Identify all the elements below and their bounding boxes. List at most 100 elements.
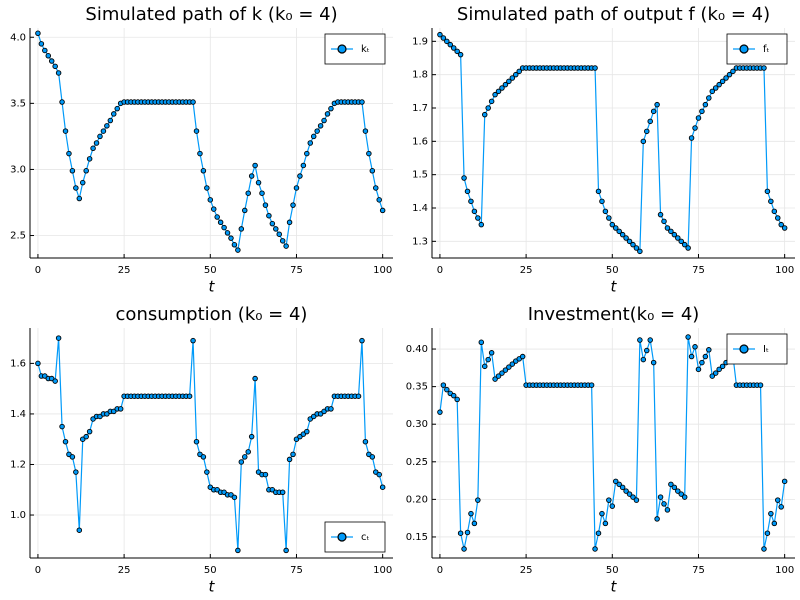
data-point <box>695 115 702 121</box>
data-point <box>97 133 103 140</box>
y-tick-label: 1.0 <box>10 510 26 521</box>
data-point <box>702 101 709 108</box>
data-point <box>771 208 778 215</box>
data-point <box>623 235 629 241</box>
data-point <box>290 202 296 208</box>
data-point <box>100 128 107 134</box>
data-point <box>595 188 602 195</box>
data-point <box>286 219 293 226</box>
data-point <box>475 497 481 503</box>
data-point <box>73 469 79 475</box>
plot-panel: 0 25 50 75 100 2.5 3.0 3.5 4.0 Simulated path of … <box>10 4 393 296</box>
x-tick-label: 25 <box>118 565 131 576</box>
data-point <box>688 353 695 360</box>
data-point <box>775 215 781 221</box>
data-point <box>359 99 365 105</box>
data-point <box>668 228 674 235</box>
data-point <box>379 207 386 214</box>
x-tick-label: 75 <box>692 565 705 576</box>
data-point <box>297 173 303 179</box>
data-point <box>706 347 712 353</box>
data-point <box>193 438 200 445</box>
data-point <box>630 494 636 500</box>
data-point <box>685 245 691 251</box>
plot-panel: 0 25 50 75 100 1.3 1.4 1.5 1.6 1.7 1.8 1.9 Simulated… <box>412 4 795 296</box>
data-point <box>492 376 498 382</box>
data-point <box>685 334 691 340</box>
data-point <box>200 168 207 174</box>
data-point <box>321 117 327 124</box>
data-point <box>468 510 474 517</box>
legend-marker <box>337 44 347 54</box>
data-point <box>440 382 447 388</box>
x-tick-label: 100 <box>775 265 794 276</box>
data-point <box>300 162 307 169</box>
y-tick-label: 0.30 <box>406 419 428 430</box>
data-point <box>654 516 660 522</box>
data-point <box>692 344 698 350</box>
data-point <box>362 128 369 134</box>
data-point <box>83 433 89 440</box>
data-point <box>592 546 598 552</box>
data-point <box>440 35 447 41</box>
data-point <box>709 373 716 379</box>
data-point <box>633 245 640 251</box>
data-point <box>757 382 764 388</box>
data-point <box>606 215 612 221</box>
data-point <box>231 242 238 248</box>
data-point <box>255 179 262 186</box>
data-point <box>623 488 629 494</box>
data-point <box>304 150 310 157</box>
data-point <box>376 197 382 203</box>
data-point <box>519 353 526 360</box>
data-point <box>93 140 100 146</box>
data-point <box>664 507 671 513</box>
data-point <box>437 409 443 415</box>
y-tick-label: 2.5 <box>10 231 26 242</box>
data-point <box>190 337 196 344</box>
data-point <box>286 456 293 463</box>
data-point <box>485 356 491 363</box>
data-point <box>190 99 196 105</box>
data-point <box>609 503 616 509</box>
data-point <box>657 494 664 500</box>
data-point <box>464 529 471 536</box>
data-point <box>248 433 255 440</box>
x-tick-label: 25 <box>520 265 533 276</box>
data-point <box>495 373 502 379</box>
data-point <box>117 406 124 412</box>
data-point <box>640 356 647 363</box>
data-point <box>69 168 76 174</box>
data-point <box>647 337 653 343</box>
data-point <box>606 497 612 503</box>
data-point <box>235 547 241 554</box>
x-tick-label: 75 <box>290 565 303 576</box>
data-point <box>616 481 622 488</box>
data-point <box>228 235 234 241</box>
data-point <box>38 41 45 47</box>
data-point <box>231 494 238 501</box>
data-point <box>200 454 207 460</box>
data-point <box>668 481 674 488</box>
data-point <box>612 478 619 485</box>
data-point <box>602 520 609 527</box>
data-point <box>193 128 200 134</box>
data-point <box>450 392 457 399</box>
data-point <box>661 218 667 225</box>
data-point <box>104 123 110 129</box>
data-point <box>637 248 643 255</box>
data-point <box>69 454 76 460</box>
data-point <box>640 138 647 145</box>
data-point <box>661 501 667 507</box>
data-point <box>695 366 702 373</box>
data-point <box>373 185 379 191</box>
legend-label: kₜ <box>361 44 370 55</box>
data-point <box>699 359 705 366</box>
data-point <box>592 65 598 71</box>
data-point <box>214 214 220 220</box>
data-point <box>633 497 640 503</box>
data-point <box>293 185 300 191</box>
data-point <box>210 206 217 212</box>
data-point <box>283 243 289 249</box>
data-point <box>252 375 258 382</box>
